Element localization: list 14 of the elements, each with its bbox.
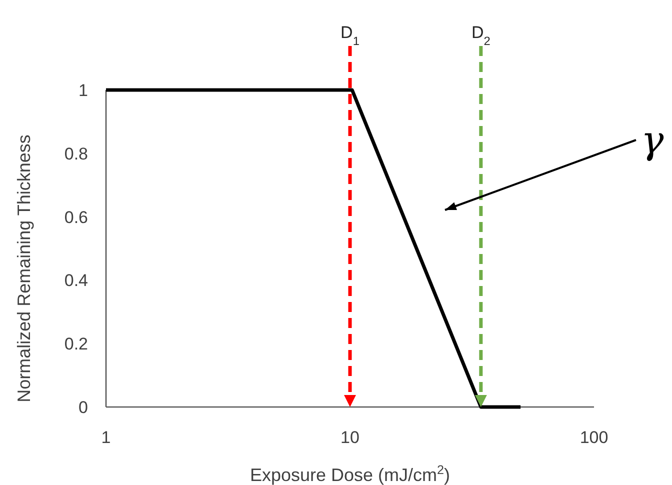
y-tick-label: 1 [78,81,88,100]
x-axis-title: Exposure Dose (mJ/cm$^{2}$) [250,463,450,485]
y-tick-label: 0.8 [64,144,88,164]
y-tick-label: 0.6 [64,208,88,227]
ref-line-label: D$_{2}$ [471,23,491,48]
y-axis-title: Normalized Remaining Thickness [14,134,34,402]
x-tick-label: 1 [101,428,111,447]
x-tick-label: 100 [580,428,608,447]
text: γ [641,118,664,162]
y-tick-label: 0 [78,398,88,417]
ref-line-label: D$_{1}$ [340,23,360,48]
y-tick-label: 0.2 [64,334,88,354]
y-tick-label: 0.4 [64,271,88,290]
x-tick-label: 10 [340,428,360,447]
